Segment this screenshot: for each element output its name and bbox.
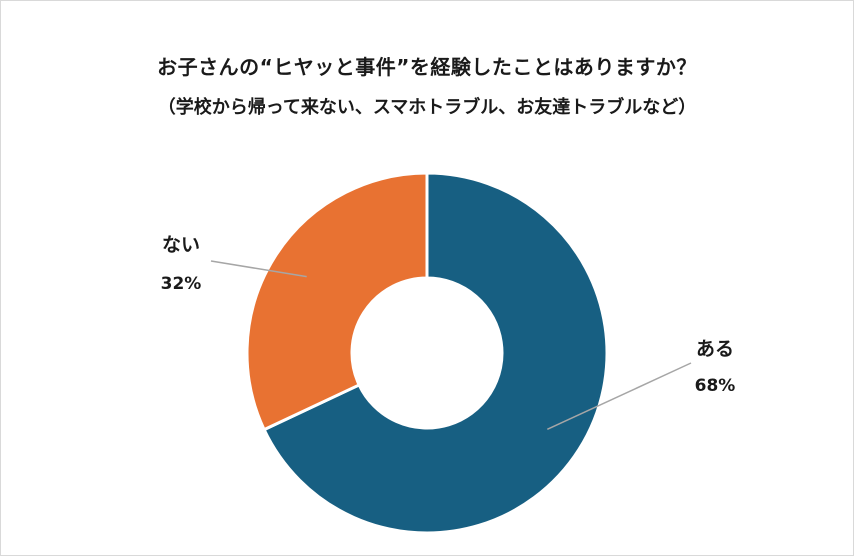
- slice-nai-leader-line: [210, 260, 307, 278]
- chart-title: お子さんの“ヒヤッと事件”を経験したことはありますか？: [157, 55, 697, 79]
- slice-value-nai: 32%: [161, 274, 202, 294]
- slice-label-aru: ある: [696, 338, 734, 360]
- slice-nai: [245, 171, 429, 432]
- slice-aru: [262, 171, 609, 535]
- chart-subtitle: （学校から帰って来ない、スマホトラブル、お友達トラブルなど）: [157, 97, 697, 118]
- slice-value-aru: 68%: [695, 376, 736, 396]
- slice-aru-leader-line: [547, 362, 692, 431]
- slice-label-nai: ない: [162, 234, 200, 256]
